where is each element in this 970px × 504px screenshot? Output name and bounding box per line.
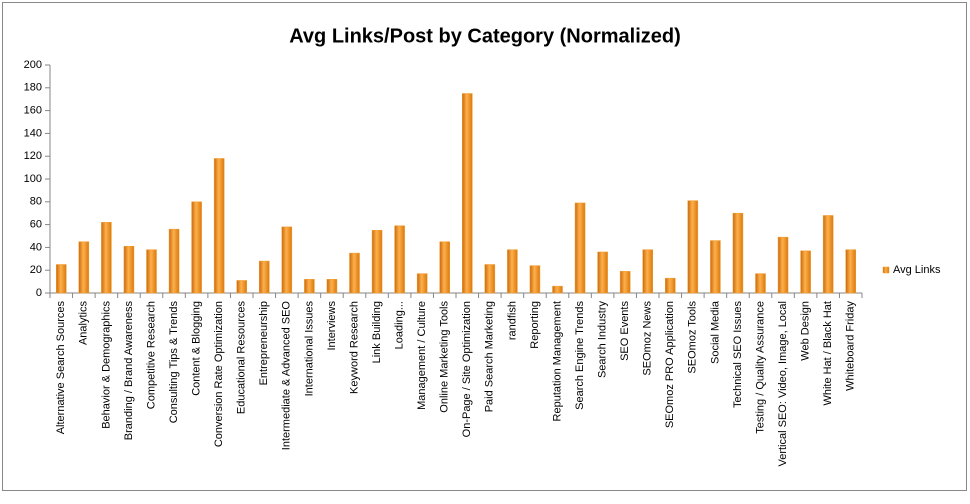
bar	[394, 225, 405, 294]
bar	[529, 265, 541, 294]
x-tick-label: Loading...	[394, 301, 406, 349]
bar	[484, 264, 496, 294]
bar	[326, 279, 338, 294]
y-tick-label: 20	[30, 264, 42, 276]
x-tick-label: On-Page / Site Optimization	[461, 301, 473, 437]
bar	[687, 200, 699, 294]
x-tick-label: Competitive Research	[145, 301, 157, 409]
bar	[78, 241, 90, 294]
bar	[710, 240, 721, 294]
bar	[56, 264, 67, 294]
x-tick-label: SEOmoz PRO Application	[664, 301, 676, 428]
x-tick-label: Reporting	[529, 301, 541, 349]
x-tick-label: Content & Blogging	[191, 301, 203, 396]
y-tick-label: 180	[24, 82, 42, 94]
y-tick-label: 100	[24, 173, 42, 185]
bar	[259, 260, 270, 294]
x-tick-label: randfish	[506, 301, 518, 340]
x-tick-label: Keyword Research	[348, 301, 360, 394]
x-tick-label: Entrepreneurship	[258, 301, 270, 385]
x-tick-label: Vertical SEO: Video, Image, Local	[777, 301, 789, 467]
x-tick-label: Search Engine Trends	[574, 301, 586, 410]
y-tick-label: 160	[24, 105, 42, 117]
chart-title: Avg Links/Post by Category (Normalized)	[289, 25, 681, 47]
x-tick-label: Online Marketing Tools	[439, 301, 451, 413]
chart-frame	[2, 2, 967, 491]
x-tick-label: Technical SEO Issues	[732, 301, 744, 408]
bar	[191, 201, 202, 294]
x-tick-label: Alternative Search Sources	[55, 301, 67, 435]
bar	[552, 285, 563, 294]
legend-label: Avg Links	[893, 264, 941, 276]
bar	[349, 252, 360, 294]
bar	[213, 158, 225, 294]
x-tick-label: White Hat / Black Hat	[822, 301, 834, 406]
bar	[146, 249, 157, 294]
bar	[845, 249, 856, 294]
x-tick-label: Paid Search Marketing	[484, 301, 496, 412]
x-tick-label: Educational Resources	[236, 301, 248, 415]
bar	[732, 212, 744, 294]
bar	[462, 93, 473, 294]
x-tick-label: Reputation Management	[551, 301, 563, 421]
x-tick-label: Whiteboard Friday	[845, 301, 857, 391]
bar	[665, 277, 676, 294]
bar	[800, 250, 811, 294]
bar	[439, 241, 450, 294]
bar	[755, 273, 766, 294]
x-tick-label: SEOmoz Tools	[687, 301, 699, 374]
bar	[619, 271, 631, 294]
bar	[236, 280, 247, 294]
y-tick-label: 140	[24, 127, 42, 139]
x-tick-label: Interviews	[326, 301, 338, 351]
bar	[507, 249, 518, 294]
x-tick-label: Web Design	[800, 301, 812, 361]
legend-swatch	[882, 266, 890, 274]
x-tick-label: Testing / Quality Assurance	[754, 301, 766, 434]
y-tick-label: 0	[36, 287, 42, 299]
bar	[371, 230, 383, 294]
x-tick-label: Link Building	[371, 301, 383, 363]
bar	[168, 228, 180, 294]
bar	[822, 215, 834, 294]
y-tick-label: 60	[30, 219, 42, 231]
bar	[281, 226, 293, 294]
bar	[597, 251, 608, 294]
bar	[123, 246, 135, 294]
y-tick-label: 80	[30, 196, 42, 208]
x-tick-label: Search Industry	[597, 301, 609, 379]
bar	[642, 249, 653, 294]
x-tick-label: International Issues	[303, 301, 315, 397]
x-tick-label: Consulting Tips & Trends	[168, 301, 180, 424]
bar	[304, 279, 315, 294]
x-tick-label: Behavior & Demographics	[100, 301, 112, 429]
x-tick-label: Social Media	[709, 300, 721, 364]
x-tick-label: SEOmoz News	[642, 301, 654, 376]
x-tick-label: Management / Culture	[416, 301, 428, 410]
x-tick-label: Branding / Brand Awareness	[123, 301, 135, 441]
y-tick-label: 200	[24, 59, 42, 71]
y-tick-label: 120	[24, 150, 42, 162]
y-tick-label: 40	[30, 241, 42, 253]
bar	[416, 273, 428, 294]
x-tick-label: Analytics	[78, 301, 90, 346]
bar	[574, 202, 586, 294]
x-tick-label: Intermediate & Advanced SEO	[281, 301, 293, 451]
bar	[101, 222, 112, 294]
bar	[777, 236, 789, 294]
x-tick-label: SEO Events	[619, 301, 631, 361]
x-tick-label: Conversion Rate Optimization	[213, 301, 225, 447]
